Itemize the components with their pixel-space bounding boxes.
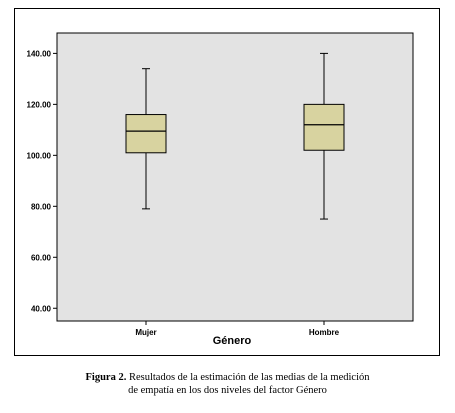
y-tick-label: 120.00 [27, 100, 52, 109]
plot-area [56, 32, 414, 322]
iqr-box [125, 114, 167, 154]
y-tick-label: 140.00 [27, 49, 52, 58]
box-mujer [125, 68, 167, 210]
y-tick-label: 40.00 [31, 304, 52, 313]
figure-frame: 40.00 60.00 80.00 100.00 120.00 140.00 Mujer H… [14, 8, 440, 356]
y-tick-label: 100.00 [27, 151, 52, 160]
y-tick-label: 60.00 [31, 253, 52, 262]
y-tick-label: 80.00 [31, 202, 52, 211]
x-tick-label: Hombre [309, 328, 340, 337]
x-axis-title: Género [213, 335, 252, 347]
box-hombre [303, 52, 345, 220]
x-axis: Mujer Hombre [135, 321, 340, 337]
boxplot-chart: 40.00 60.00 80.00 100.00 120.00 140.00 Mujer H… [27, 32, 414, 347]
iqr-box [303, 103, 345, 151]
caption-line-1: Resultados de la estimación de las media… [128, 372, 370, 383]
boxes [125, 52, 345, 220]
caption-line-2: de empatía en los dos niveles del factor… [128, 385, 327, 396]
caption-label: Figura 2. [85, 372, 127, 383]
x-tick-label: Mujer [135, 328, 156, 337]
figure-caption: Figura 2. Resultados de la estimación de… [0, 371, 455, 397]
y-axis: 40.00 60.00 80.00 100.00 120.00 140.00 [27, 49, 57, 313]
